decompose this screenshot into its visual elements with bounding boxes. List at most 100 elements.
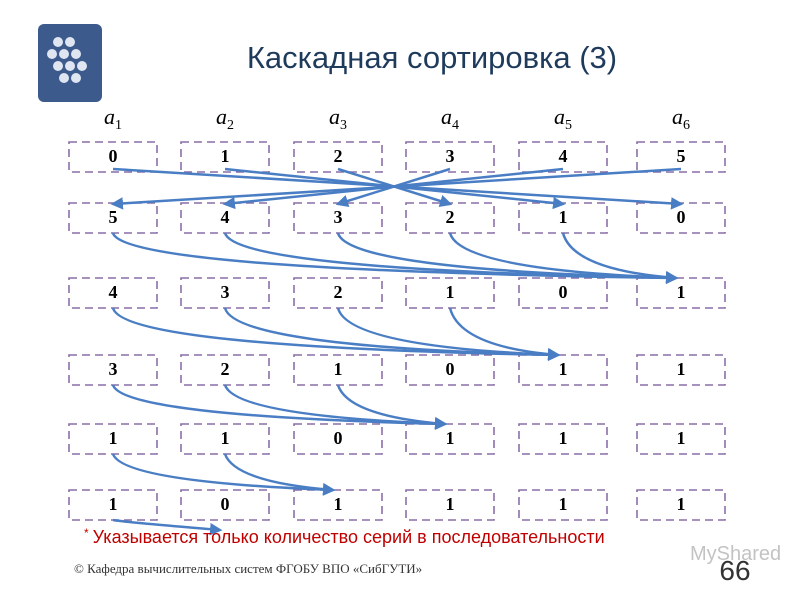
cell-box bbox=[636, 423, 726, 455]
page-number: 66 bbox=[719, 555, 750, 586]
merge-arrow bbox=[336, 232, 679, 285]
column-base: a bbox=[329, 104, 340, 129]
watermark: MyShared bbox=[690, 543, 781, 565]
cell-box bbox=[518, 354, 608, 386]
cell-value: 1 bbox=[677, 494, 686, 514]
column-base: a bbox=[672, 104, 683, 129]
merge-arrow bbox=[223, 232, 679, 285]
cell-value: 0 bbox=[109, 146, 118, 166]
cell-value: 1 bbox=[221, 146, 230, 166]
cell-value: 3 bbox=[446, 146, 455, 166]
column-base: a bbox=[441, 104, 452, 129]
cell-value: 3 bbox=[334, 207, 343, 227]
merge-arrow bbox=[111, 453, 336, 496]
column-header: a6 bbox=[672, 104, 690, 133]
cell-value: 1 bbox=[334, 494, 343, 514]
cell-value: 5 bbox=[109, 207, 118, 227]
cell-value: 4 bbox=[221, 207, 230, 227]
merge-arrow bbox=[111, 384, 448, 430]
cell-value: 2 bbox=[334, 146, 343, 166]
cell-value: 1 bbox=[677, 428, 686, 448]
cell-value: 0 bbox=[221, 494, 230, 514]
cell-value: 1 bbox=[677, 282, 686, 302]
cell-value: 2 bbox=[334, 282, 343, 302]
footnote-mark: * bbox=[84, 526, 89, 540]
column-base: a bbox=[104, 104, 115, 129]
cell-box bbox=[518, 423, 608, 455]
column-sub: 6 bbox=[683, 118, 690, 133]
merge-arrow bbox=[112, 518, 223, 536]
cell-value: 3 bbox=[109, 359, 118, 379]
cell-box bbox=[518, 141, 608, 173]
cell-box bbox=[293, 489, 383, 521]
merge-arrow bbox=[561, 232, 679, 284]
cell-value: 1 bbox=[559, 359, 568, 379]
cell-box bbox=[405, 423, 495, 455]
cross-arrow bbox=[110, 167, 682, 210]
column-sub: 4 bbox=[452, 118, 459, 133]
cell-box bbox=[405, 354, 495, 386]
column-header: a2 bbox=[216, 104, 234, 133]
cell-box bbox=[518, 277, 608, 309]
cell-value: 0 bbox=[446, 359, 455, 379]
cell-box bbox=[636, 354, 726, 386]
column-sub: 5 bbox=[565, 118, 572, 133]
cell-value: 4 bbox=[559, 146, 568, 166]
column-base: a bbox=[216, 104, 227, 129]
column-base: a bbox=[554, 104, 565, 129]
cell-value: 1 bbox=[109, 428, 118, 448]
merge-arrow bbox=[336, 384, 448, 430]
column-header: a3 bbox=[329, 104, 347, 133]
cell-value: 4 bbox=[109, 282, 118, 302]
cell-box bbox=[518, 489, 608, 521]
cell-value: 5 bbox=[677, 146, 686, 166]
cell-box bbox=[293, 141, 383, 173]
cell-box bbox=[180, 141, 270, 173]
cell-box bbox=[180, 489, 270, 521]
cell-value: 1 bbox=[221, 428, 230, 448]
cell-box bbox=[405, 489, 495, 521]
cell-value: 1 bbox=[559, 428, 568, 448]
footnote: * Указывается только количество серий в п… bbox=[84, 526, 605, 547]
merge-arrow bbox=[448, 307, 561, 361]
merge-arrow bbox=[336, 307, 561, 361]
cell-box bbox=[636, 489, 726, 521]
cell-box bbox=[293, 423, 383, 455]
merge-arrow bbox=[111, 307, 561, 362]
cell-value: 1 bbox=[559, 207, 568, 227]
column-sub: 2 bbox=[227, 118, 234, 133]
cell-value: 1 bbox=[677, 359, 686, 379]
merge-arrow bbox=[223, 307, 561, 361]
cell-value: 1 bbox=[446, 494, 455, 514]
cell-value: 2 bbox=[221, 359, 230, 379]
cell-value: 1 bbox=[446, 282, 455, 302]
cell-value: 3 bbox=[221, 282, 230, 302]
column-header: a4 bbox=[441, 104, 459, 133]
cell-box bbox=[405, 141, 495, 173]
cell-value: 1 bbox=[109, 494, 118, 514]
arrows bbox=[110, 167, 684, 536]
cell-box bbox=[68, 141, 158, 173]
merge-arrow bbox=[223, 384, 448, 430]
cell-value: 0 bbox=[559, 282, 568, 302]
column-header: a1 bbox=[104, 104, 122, 133]
merge-arrow bbox=[448, 232, 679, 284]
merge-arrow bbox=[111, 232, 679, 285]
cell-value: 2 bbox=[446, 207, 455, 227]
column-sub: 3 bbox=[340, 118, 347, 133]
column-header: a5 bbox=[554, 104, 572, 133]
footer-text: © Кафедра вычислительных систем ФГОБУ ВП… bbox=[74, 561, 422, 576]
cell-value: 1 bbox=[334, 359, 343, 379]
column-sub: 1 bbox=[115, 118, 122, 133]
cell-value: 0 bbox=[677, 207, 686, 227]
cell-value: 0 bbox=[334, 428, 343, 448]
title: Каскадная сортировка (3) bbox=[247, 40, 617, 75]
cell-box bbox=[636, 277, 726, 309]
merge-arrow bbox=[223, 453, 336, 496]
footnote-text: Указывается только количество серий в по… bbox=[93, 527, 605, 547]
cell-value: 1 bbox=[559, 494, 568, 514]
cell-value: 1 bbox=[446, 428, 455, 448]
cell-box bbox=[636, 141, 726, 173]
logo bbox=[38, 24, 102, 102]
